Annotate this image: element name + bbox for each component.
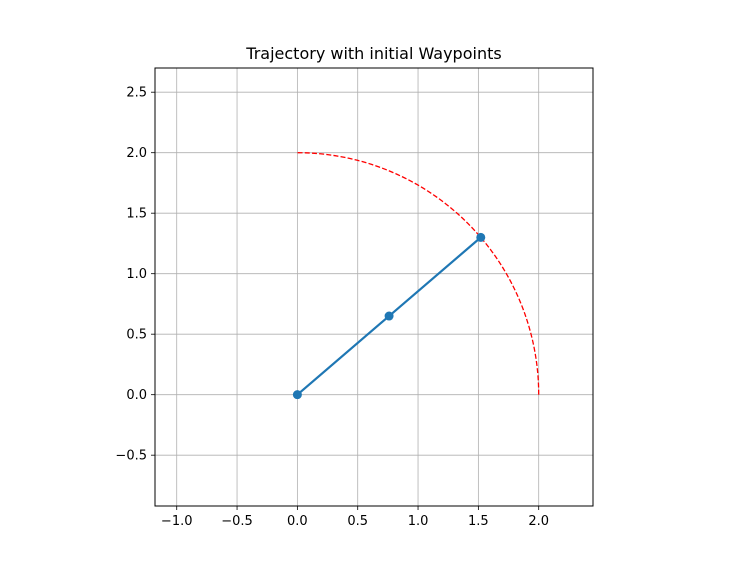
waypoint-marker [384, 311, 394, 321]
x-tick-label: 1.0 [408, 514, 429, 529]
y-tick-label: 1.5 [126, 207, 147, 222]
chart-title: Trajectory with initial Waypoints [245, 44, 501, 63]
plot-frame [154, 67, 594, 507]
y-tick-label: 2.5 [126, 86, 147, 101]
x-tick-label: 1.5 [468, 514, 489, 529]
x-tick-label: 0.5 [347, 514, 368, 529]
x-tick-label: −1.0 [161, 514, 193, 529]
y-tick-label: 2.0 [126, 146, 147, 161]
x-tick-label: 2.0 [528, 514, 549, 529]
waypoint-marker [292, 390, 302, 400]
y-tick-label: −0.5 [115, 449, 147, 464]
dashed-arc-line [297, 152, 540, 395]
axis-ticks: −1.0 −0.5 0.0 0.5 1.0 1.5 2.0 −0.5 0.0 0.5 1.0 1.5 2… [115, 86, 549, 529]
y-tick-label: 1.0 [126, 267, 147, 282]
x-tick-label: 0.0 [287, 514, 308, 529]
y-tick-label: 0.0 [126, 388, 147, 403]
plot-series [292, 152, 540, 400]
waypoint-marker [476, 232, 486, 242]
grid [155, 68, 593, 506]
x-tick-label: −0.5 [221, 514, 253, 529]
y-tick-label: 0.5 [126, 328, 147, 343]
